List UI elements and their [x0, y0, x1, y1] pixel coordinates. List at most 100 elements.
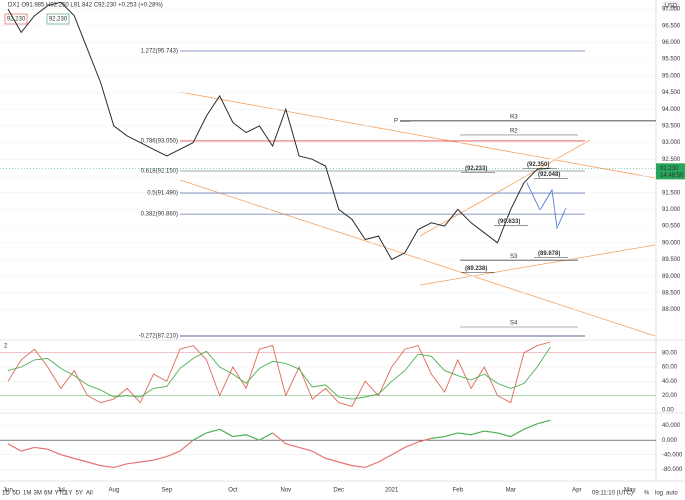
buy-box[interactable] — [46, 13, 70, 25]
range-button[interactable]: 1Y — [65, 491, 72, 497]
momentum-segment — [192, 432, 207, 441]
momentum-segment — [21, 446, 35, 452]
x-tick-label: Sep — [161, 488, 172, 494]
y-tick-label: 0.00 — [662, 407, 674, 413]
y-tick-label: 91.000 — [662, 207, 681, 213]
momentum-segment — [510, 428, 525, 438]
y-tick-label: 40.000 — [662, 423, 681, 429]
momentum-segment — [87, 461, 101, 467]
range-button[interactable]: 5D — [13, 491, 21, 497]
momentum-segment — [153, 455, 167, 461]
note-label: (89.678) — [538, 251, 560, 257]
range-button[interactable]: 1M — [23, 491, 31, 497]
x-tick-label: Oct — [228, 488, 238, 494]
y-tick-label: -40.000 — [662, 452, 683, 458]
fib-label: 0.618(92.150) — [141, 169, 178, 175]
y-tick-label: 89.500 — [662, 257, 681, 263]
currency-tag — [663, 1, 679, 11]
series-line — [7, 341, 551, 407]
y-tick-label: 94.000 — [662, 107, 681, 113]
y-tick-label: 88.500 — [662, 290, 681, 296]
momentum-segment — [338, 461, 353, 467]
scale-option[interactable]: % — [644, 491, 650, 497]
pivot-label: R3 — [510, 114, 518, 120]
fib-label: 0.5(91.490) — [147, 191, 178, 197]
channel-line — [179, 91, 656, 179]
indicator-label: 2 — [4, 344, 8, 350]
note-label: (92.233) — [465, 166, 487, 172]
momentum-segment — [206, 428, 220, 434]
momentum-segment — [34, 446, 48, 450]
momentum-segment — [312, 450, 326, 459]
momentum-segment — [378, 454, 392, 463]
channel-line — [419, 244, 656, 286]
scale-option[interactable]: auto — [666, 491, 678, 497]
momentum-segment — [470, 430, 485, 436]
x-tick-label: Jul — [57, 488, 65, 494]
fib-label: 0.382(90.860) — [141, 212, 178, 218]
last-price: 92.230 — [660, 166, 679, 172]
last-price-tag — [656, 163, 685, 180]
momentum-segment — [417, 437, 432, 443]
fib-label: 0.786(93.050) — [141, 139, 178, 145]
fib-label: 1.272(95.743) — [141, 49, 178, 55]
y-tick-label: -80.000 — [662, 467, 683, 473]
scale-option[interactable]: log — [655, 491, 663, 497]
y-tick-label: 91.500 — [662, 190, 681, 196]
fib-label: -0.272(87.210) — [139, 334, 178, 340]
pivot-p-label: P — [394, 119, 398, 125]
y-tick-label: 20.00 — [662, 393, 678, 399]
bid: 92.230 — [7, 17, 26, 23]
momentum-segment — [140, 459, 154, 463]
note-label: (92.048) — [538, 172, 560, 178]
note-label: (92.350) — [527, 162, 549, 168]
momentum-segment — [391, 446, 406, 456]
momentum-segment — [100, 465, 114, 469]
momentum-segment — [523, 423, 538, 430]
y-tick-label: 94.500 — [662, 90, 681, 96]
range-button[interactable]: 1D — [2, 491, 10, 497]
momentum-segment — [351, 465, 366, 469]
range-button[interactable]: 6M — [44, 491, 52, 497]
x-tick-label: Aug — [108, 488, 119, 494]
y-tick-label: 40.00 — [662, 379, 678, 385]
momentum-segment — [219, 428, 234, 438]
x-tick-label: 2021 — [385, 488, 399, 494]
momentum-segment — [537, 419, 551, 425]
note-label: (89.238) — [465, 266, 487, 272]
note-label: (90.633) — [498, 219, 520, 225]
x-tick-label: Feb — [453, 488, 464, 494]
momentum-segment — [285, 443, 300, 449]
series-line — [7, 1, 551, 261]
momentum-segment — [298, 446, 313, 452]
y-tick-label: 96.000 — [662, 40, 681, 46]
range-button[interactable]: All — [86, 491, 93, 497]
x-tick-label: Mar — [506, 488, 516, 494]
range-button[interactable]: YTD — [55, 491, 68, 497]
momentum-segment — [404, 441, 419, 449]
channel-line — [419, 139, 591, 237]
momentum-segment — [497, 432, 511, 438]
clock: 09:11:10 (UTC) — [592, 491, 633, 497]
momentum-segment — [47, 448, 62, 456]
momentum-segment — [232, 434, 247, 438]
range-button[interactable]: 5Y — [76, 491, 83, 497]
pivot-label: S3 — [510, 254, 518, 260]
range-button[interactable]: 3M — [34, 491, 42, 497]
x-tick-label: May — [624, 488, 635, 494]
x-tick-label: Jun — [3, 488, 13, 494]
y-tick-label: 89.000 — [662, 274, 681, 280]
pivot-label: S4 — [510, 321, 518, 327]
momentum-segment — [272, 432, 287, 445]
momentum-segment — [444, 432, 458, 438]
y-tick-label: 90.500 — [662, 224, 681, 230]
momentum-segment — [325, 457, 339, 463]
momentum-segment — [113, 463, 128, 469]
momentum-segment — [484, 430, 498, 434]
momentum-segment — [73, 457, 88, 463]
y-tick-label: 88.000 — [662, 307, 681, 313]
momentum-segment — [245, 434, 260, 441]
momentum-segment — [7, 443, 22, 452]
